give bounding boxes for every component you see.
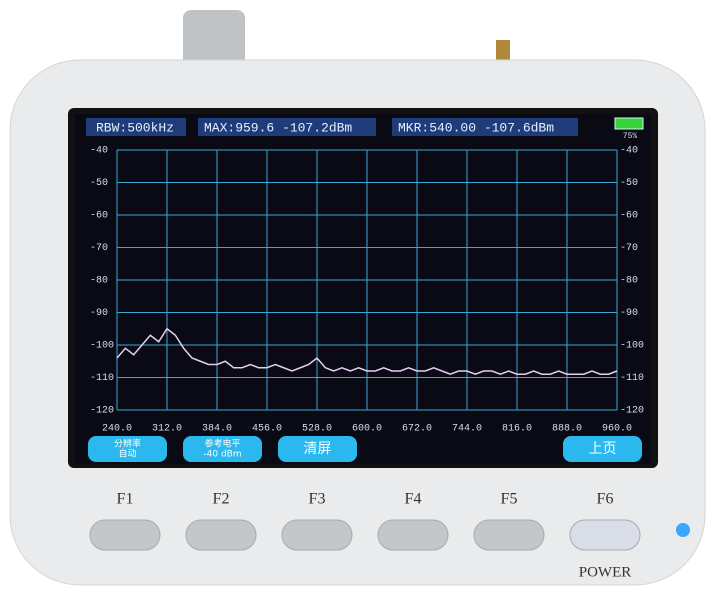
- key-button[interactable]: [474, 520, 544, 550]
- marker-text: MKR:540.00 -107.6dBm: [398, 120, 554, 135]
- y-tick-label-right: -110: [620, 373, 644, 384]
- key-button[interactable]: [186, 520, 256, 550]
- y-tick-label: -100: [90, 341, 114, 352]
- x-tick-label: 456.0: [252, 424, 282, 435]
- max-text: MAX:959.6 -107.2dBm: [204, 120, 352, 135]
- x-tick-label: 528.0: [302, 424, 332, 435]
- x-tick-label: 960.0: [602, 424, 632, 435]
- x-tick-label: 384.0: [202, 424, 232, 435]
- y-tick-label-right: -50: [620, 178, 638, 189]
- softkey-label: 上页: [589, 441, 617, 457]
- softkey-label: 参考电平: [204, 438, 240, 450]
- y-tick-label: -60: [90, 211, 108, 222]
- y-tick-label: -110: [90, 373, 114, 384]
- key-button[interactable]: [378, 520, 448, 550]
- key-button[interactable]: [90, 520, 160, 550]
- x-tick-label: 312.0: [152, 424, 182, 435]
- key-label: F6: [597, 491, 614, 508]
- y-tick-label-right: -40: [620, 146, 638, 157]
- battery-icon: [615, 118, 643, 129]
- screen: [75, 114, 651, 464]
- key-button[interactable]: [282, 520, 352, 550]
- y-tick-label: -120: [90, 406, 114, 417]
- y-tick-label: -80: [90, 276, 108, 287]
- y-tick-label: -50: [90, 178, 108, 189]
- power-led: [676, 523, 690, 537]
- power-label: POWER: [579, 564, 632, 580]
- y-tick-label-right: -70: [620, 243, 638, 254]
- x-tick-label: 744.0: [452, 424, 482, 435]
- y-tick-label: -40: [90, 146, 108, 157]
- y-tick-label: -90: [90, 308, 108, 319]
- y-tick-label-right: -80: [620, 276, 638, 287]
- y-tick-label-right: -90: [620, 308, 638, 319]
- key-label: F1: [117, 491, 134, 508]
- y-tick-label-right: -120: [620, 406, 644, 417]
- key-label: F5: [501, 491, 518, 508]
- x-tick-label: 672.0: [402, 424, 432, 435]
- rbw-text: RBW:500kHz: [96, 120, 174, 135]
- softkey-label: -40 dBm: [203, 450, 241, 460]
- softkey-label: 分辨率: [114, 438, 141, 450]
- key-label: F2: [213, 491, 230, 508]
- x-tick-label: 816.0: [502, 424, 532, 435]
- x-tick-label: 600.0: [352, 424, 382, 435]
- softkey-label: 自动: [118, 448, 136, 460]
- key-label: F4: [405, 491, 422, 508]
- y-tick-label-right: -60: [620, 211, 638, 222]
- device-photo: RBW:500kHz MAX:959.6 -107.2dBm MKR:540.0…: [0, 0, 712, 590]
- y-tick-label: -70: [90, 243, 108, 254]
- battery-text: 75%: [623, 132, 638, 141]
- key-label: F3: [309, 491, 326, 508]
- x-tick-label: 240.0: [102, 424, 132, 435]
- x-tick-label: 888.0: [552, 424, 582, 435]
- key-button[interactable]: [570, 520, 640, 550]
- y-tick-label-right: -100: [620, 341, 644, 352]
- softkey-label: 清屏: [304, 441, 332, 457]
